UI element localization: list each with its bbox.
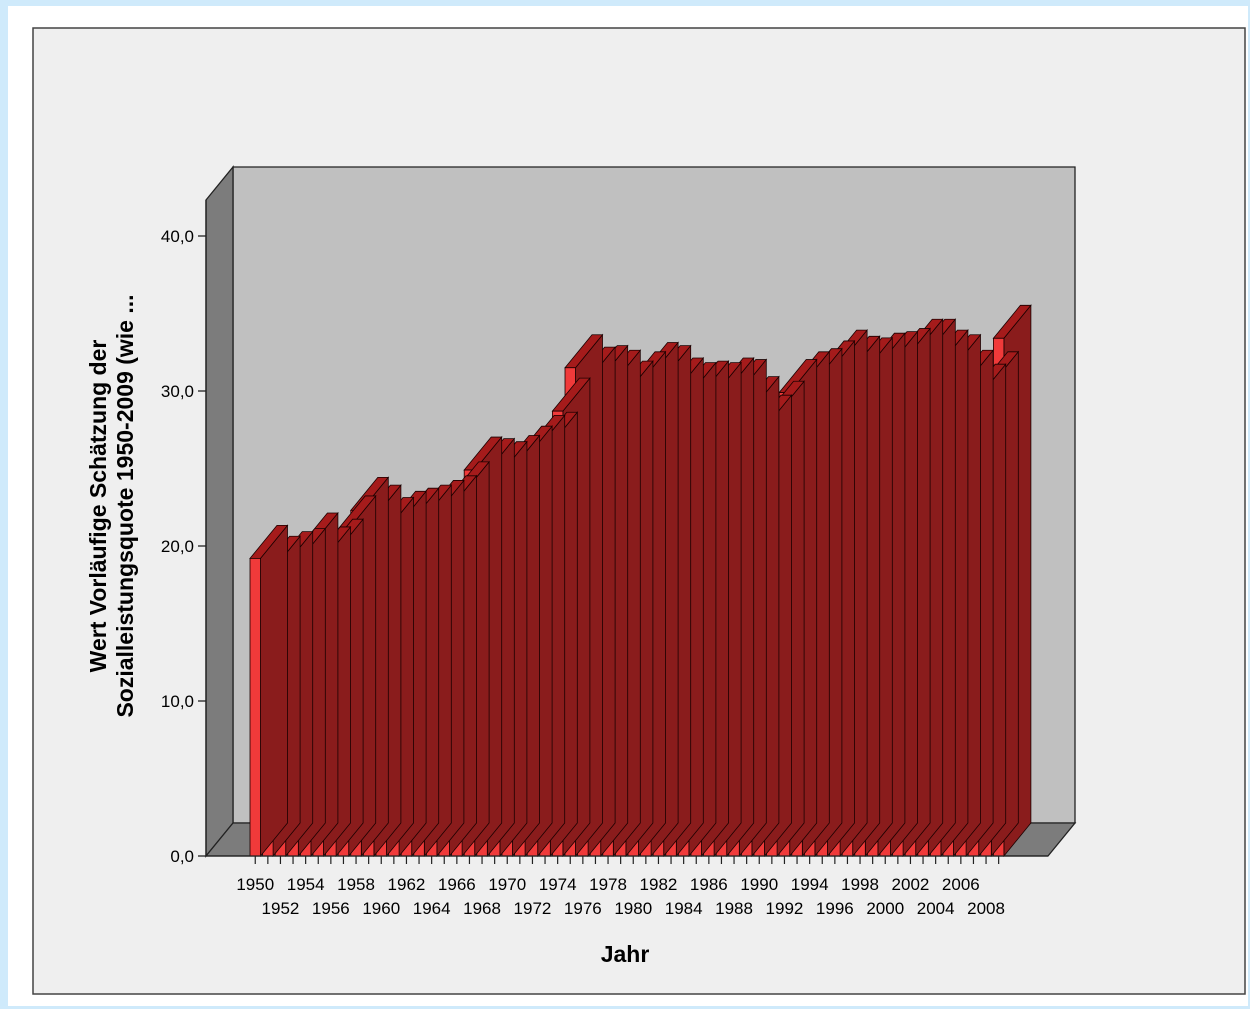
x-tick-label: 2004 <box>917 899 955 918</box>
x-tick-label: 1960 <box>362 899 400 918</box>
bar-side <box>260 524 288 858</box>
x-axis-title: Jahr <box>601 941 650 967</box>
bar-front <box>249 558 261 857</box>
chart-frame: 0,0 10,0 20,0 30,0 40,0 1950 1952 1954 1956 1958… <box>8 6 1248 1006</box>
x-tick-label: 1958 <box>337 875 375 894</box>
x-tick-label: 2008 <box>967 899 1005 918</box>
x-tick-label: 2006 <box>942 875 980 894</box>
x-tick-label: 1992 <box>766 899 804 918</box>
x-tick-label: 1990 <box>740 875 778 894</box>
x-axis: 1950 1952 1954 1956 1958 1960 1962 1964 1966 1968… <box>206 855 1048 918</box>
x-tick-label: 1964 <box>413 899 451 918</box>
x-tick-label: 1970 <box>488 875 526 894</box>
x-tick-label: 2002 <box>892 875 930 894</box>
x-tick-label: 1988 <box>715 899 753 918</box>
y-axis-title: Wert Vorläufige Schätzung der Sozialleis… <box>85 294 138 717</box>
x-tick-label: 1984 <box>665 899 703 918</box>
x-tick-label: 1982 <box>640 875 678 894</box>
y-tick-label: 10,0 <box>161 692 194 711</box>
y-axis-title-line-2: Sozialleistungsquote 1950-2009 (wie ... <box>112 294 138 717</box>
bar-1950 <box>249 524 289 858</box>
x-tick-label: 1994 <box>791 875 829 894</box>
x-tick-label: 1998 <box>841 875 879 894</box>
x-tick-label: 1968 <box>463 899 501 918</box>
y-tick-label: 20,0 <box>161 537 194 556</box>
x-tick-label: 1986 <box>690 875 728 894</box>
y-axis-title-line-1: Wert Vorläufige Schätzung der <box>85 340 111 673</box>
x-tick-label: 1954 <box>287 875 325 894</box>
x-tick-label: 1976 <box>564 899 602 918</box>
y-tick-label: 30,0 <box>161 382 194 401</box>
x-tick-label: 2000 <box>866 899 904 918</box>
plot-side-wall <box>205 165 234 858</box>
y-tick-label: 0,0 <box>170 847 194 866</box>
x-tick-label: 1978 <box>589 875 627 894</box>
x-tick-label: 1974 <box>539 875 577 894</box>
chart-svg: 0,0 10,0 20,0 30,0 40,0 1950 1952 1954 1956 1958… <box>32 27 1246 995</box>
x-tick-label: 1950 <box>236 875 274 894</box>
y-tick-label: 40,0 <box>161 227 194 246</box>
x-tick-label: 1972 <box>514 899 552 918</box>
x-tick-label: 1980 <box>614 899 652 918</box>
x-tick-label: 1956 <box>312 899 350 918</box>
x-tick-label: 1966 <box>438 875 476 894</box>
x-tick-label: 1952 <box>262 899 300 918</box>
x-tick-label: 1996 <box>816 899 854 918</box>
y-axis: 0,0 10,0 20,0 30,0 40,0 <box>161 227 206 866</box>
x-tick-label: 1962 <box>388 875 426 894</box>
